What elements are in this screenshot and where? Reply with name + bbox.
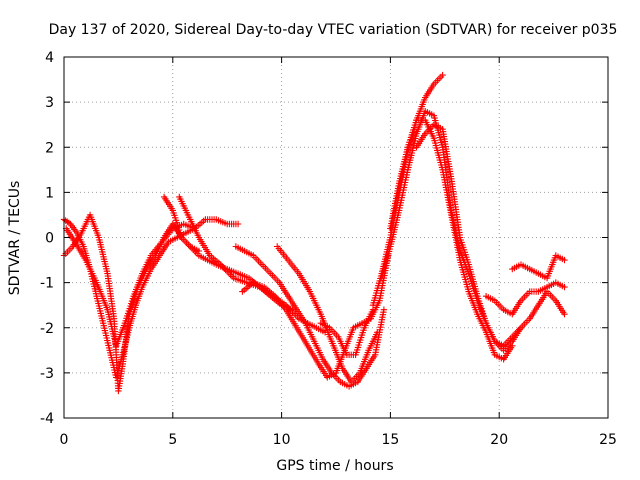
series-sat-h: [274, 243, 381, 386]
axis-ticks: [63, 56, 609, 419]
series-markers: [387, 117, 516, 363]
series-markers: [509, 252, 568, 282]
series-markers: [60, 216, 198, 381]
series-markers: [274, 243, 381, 386]
y-tick-label: -3: [40, 366, 54, 382]
series-markers: [63, 216, 242, 349]
series-sat-a: [60, 216, 198, 381]
series-sat-l: [387, 117, 516, 363]
grid-lines: [64, 57, 608, 418]
series-markers: [232, 243, 388, 390]
series-markers: [317, 306, 377, 358]
y-tick-label: -4: [40, 411, 54, 427]
series-sat-f: [232, 243, 388, 390]
series-sat-n: [482, 279, 568, 318]
series-sat-o: [509, 252, 568, 282]
series-markers: [482, 279, 568, 318]
y-tick-label: -1: [40, 276, 54, 292]
series-sat-i: [317, 306, 377, 358]
series-markers: [176, 193, 329, 336]
chart-title: Day 137 of 2020, Sidereal Day-to-day VTE…: [49, 22, 618, 38]
x-tick-label: 20: [490, 432, 508, 448]
x-tick-label: 25: [599, 432, 617, 448]
x-axis-label: GPS time / hours: [276, 458, 393, 474]
series-markers: [413, 121, 568, 349]
y-axis-label: SDTVAR / TECUs: [7, 181, 23, 296]
series-sat-k: [378, 108, 525, 354]
x-tick-label: 10: [273, 432, 291, 448]
y-tick-label: 0: [45, 231, 54, 247]
y-tick-label: -2: [40, 321, 54, 337]
y-tick-label: 1: [45, 185, 54, 201]
y-tick-label: 3: [45, 95, 54, 111]
y-tick-label: 2: [45, 140, 54, 156]
x-tick-labels: 0 5 10 15 20 25: [60, 432, 617, 448]
series-sat-m: [413, 121, 568, 349]
y-tick-labels: -4 -3 -2 -1 0 1 2 3 4: [40, 50, 54, 427]
x-tick-label: 0: [60, 432, 69, 448]
data-series: [60, 71, 568, 395]
series-sat-e: [176, 193, 329, 336]
x-tick-label: 5: [168, 432, 177, 448]
series-markers: [378, 108, 525, 354]
y-tick-label: 4: [45, 50, 54, 66]
series-sat-c: [63, 216, 242, 349]
x-tick-label: 15: [381, 432, 399, 448]
